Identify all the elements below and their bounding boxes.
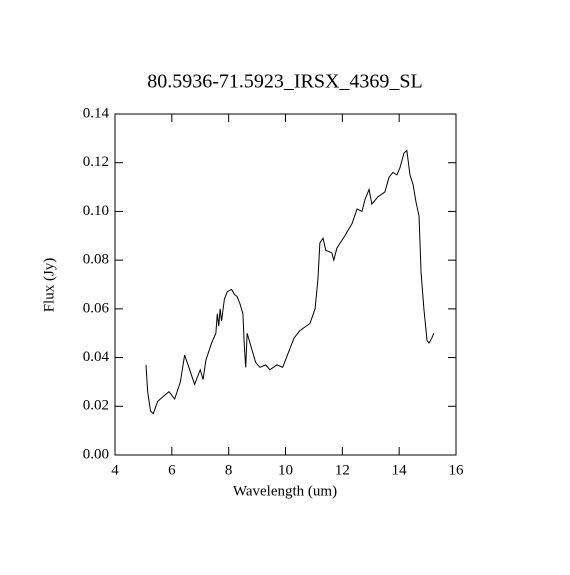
y-tick-label: 0.04: [83, 349, 110, 365]
x-tick-label: 4: [111, 462, 119, 478]
x-axis-label: Wavelength (um): [233, 483, 337, 499]
y-tick-label: 0.00: [83, 446, 109, 462]
y-axis-label: Flux (Jy): [41, 258, 57, 313]
x-tick-label: 14: [392, 462, 408, 478]
chart-title: 80.5936-71.5923_IRSX_4369_SL: [147, 71, 423, 93]
x-tick-label: 6: [168, 462, 176, 478]
plot-frame: [114, 113, 457, 456]
x-tick-label: 16: [449, 462, 465, 478]
y-tick-label: 0.06: [83, 300, 110, 316]
x-tick-label: 10: [278, 462, 293, 478]
y-tick-label: 0.10: [83, 203, 109, 219]
spectrum-line: [145, 149, 435, 415]
y-tick-label: 0.12: [83, 154, 109, 170]
x-tick-label: 12: [335, 462, 350, 478]
y-tick-label: 0.14: [83, 105, 110, 121]
y-tick-label: 0.02: [83, 398, 109, 414]
x-tick-label: 8: [225, 462, 233, 478]
y-tick-label: 0.08: [83, 252, 109, 268]
